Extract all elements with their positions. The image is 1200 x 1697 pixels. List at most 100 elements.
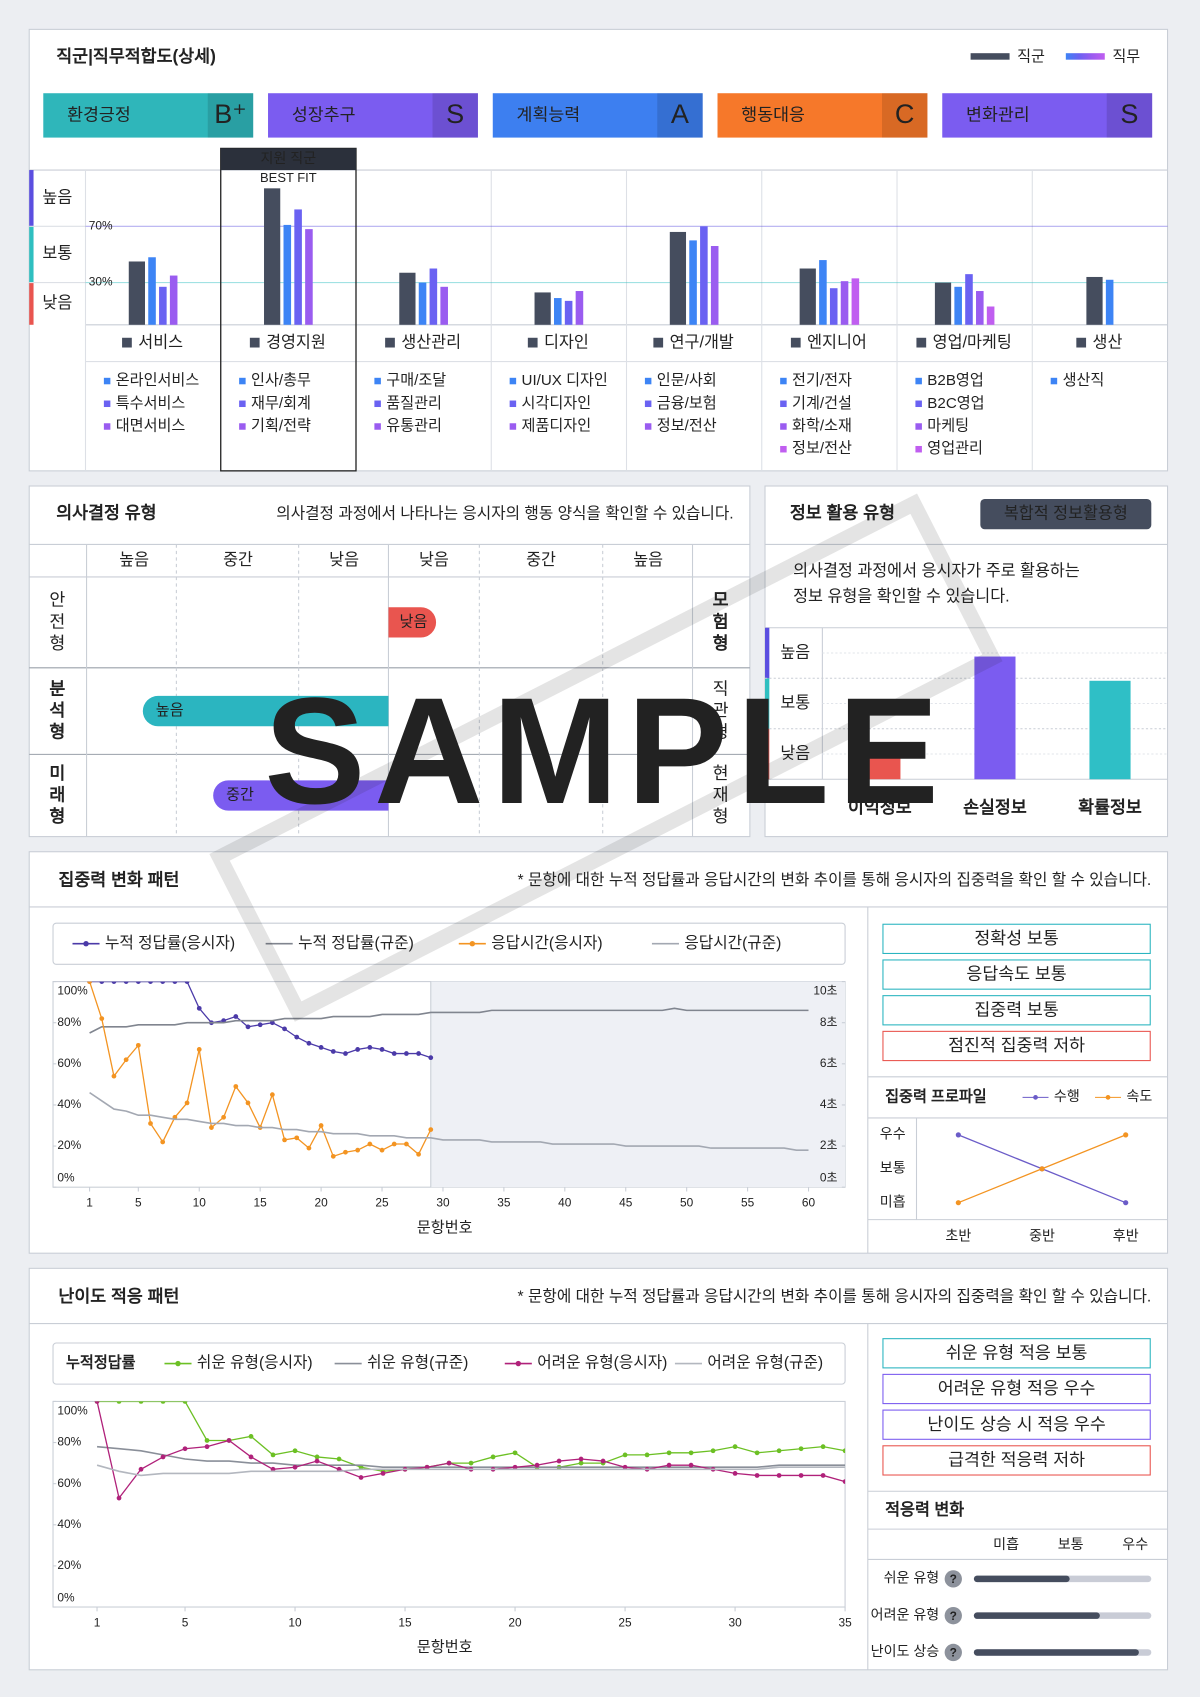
series-dot — [404, 1051, 409, 1056]
legend-dot — [469, 941, 476, 947]
series-dot — [99, 1016, 105, 1021]
job-bullet — [509, 377, 517, 385]
series-dot — [282, 1026, 287, 1032]
series-dot — [330, 1049, 336, 1054]
tag-box — [882, 1373, 1151, 1405]
tag-label: 점진적 집중력 저하 — [948, 1035, 1085, 1055]
series-dot — [600, 1458, 606, 1464]
result-label: 낮음 — [400, 613, 428, 630]
series-dot — [160, 1401, 166, 1404]
x-tick-label: 1 — [86, 1196, 93, 1210]
description-line: 의사결정 과정에서 응시자가 주로 활용하는 — [793, 562, 1080, 580]
job-bullet — [239, 423, 246, 430]
bar — [429, 268, 438, 325]
job-label: 마케팅 — [927, 417, 969, 434]
series-dot — [343, 1149, 348, 1155]
x-tick-label: 30 — [436, 1196, 450, 1210]
legend-label: 속도 — [1126, 1088, 1152, 1104]
legend-label: 응답시간(규준) — [684, 934, 781, 952]
job-bullet — [374, 377, 381, 385]
series-dot — [842, 1479, 846, 1484]
legend-label: 쉬운 유형(응시자) — [197, 1354, 313, 1372]
level-stripe — [29, 226, 34, 283]
legend-label: 수행 — [1054, 1088, 1080, 1104]
column-header: 중간 — [223, 551, 253, 569]
watermark-text: SAMPLE — [264, 667, 947, 836]
series-dot — [314, 1458, 320, 1464]
help-icon-mark: ? — [950, 1609, 957, 1623]
bar — [851, 278, 860, 325]
job-bullet — [239, 400, 246, 408]
x-tick-label: 5 — [135, 1196, 142, 1210]
job-bullet — [1050, 377, 1058, 385]
y2-tick-label: 10초 — [813, 983, 837, 997]
level-label: 보통 — [780, 694, 810, 712]
bar — [564, 300, 573, 325]
series-dot — [123, 1057, 129, 1063]
job-bullet — [103, 400, 111, 408]
section-note: * 문항에 대한 누적 정답률과 응답시간의 변화 추이를 통해 응시자의 집중… — [518, 1288, 1152, 1306]
job-label: 재무/회계 — [251, 395, 311, 412]
series-dot — [138, 1466, 144, 1472]
series-dot — [842, 1448, 846, 1454]
x-tick-label: 60 — [802, 1196, 816, 1210]
y2-tick-label: 4초 — [820, 1097, 838, 1111]
y2-tick-label: 2초 — [820, 1138, 838, 1152]
y-tick-label: 20% — [57, 1138, 81, 1152]
x-tick-label: 15 — [254, 1196, 268, 1210]
series-dot — [468, 1460, 474, 1466]
job-label: 시각디자인 — [522, 395, 592, 412]
series-dot — [269, 1020, 275, 1026]
x-tick-label: 초반 — [945, 1228, 971, 1244]
job-bullet — [780, 445, 787, 453]
category-label: 손실정보 — [963, 797, 1027, 817]
x-axis-label: 문항번호 — [417, 1219, 473, 1236]
series-dot — [404, 1141, 409, 1147]
job-bullet — [644, 400, 652, 408]
series-dot — [184, 1100, 190, 1106]
job-bullet — [780, 423, 787, 430]
grade-value: S — [1120, 99, 1138, 129]
series-dot — [87, 981, 92, 984]
series-dot — [204, 1444, 210, 1450]
help-icon — [944, 1643, 962, 1662]
series-dot — [622, 1452, 628, 1458]
job-label: 전기/전자 — [792, 372, 852, 389]
plot-area — [52, 1400, 846, 1608]
grade-letter-bg — [881, 93, 928, 138]
column-header: 낮음 — [329, 551, 359, 569]
level-label: 미흡 — [880, 1193, 906, 1209]
column-header: 낮음 — [419, 551, 449, 569]
job-label: 대면서비스 — [116, 417, 186, 434]
series-dot — [138, 1401, 144, 1404]
legend-label: 쉬운 유형(규준) — [367, 1354, 468, 1372]
series-dot — [820, 1473, 826, 1478]
bar — [934, 282, 952, 325]
x-tick-label: 35 — [497, 1196, 511, 1210]
bar — [710, 246, 719, 325]
series-dot — [318, 1045, 324, 1050]
series-dot — [490, 1454, 496, 1460]
series-dot — [160, 981, 166, 984]
description-line: 정보 유형을 확인할 수 있습니다. — [793, 588, 1010, 606]
series-dot — [282, 1137, 287, 1143]
y-tick-label: 70% — [89, 218, 113, 232]
job-label: 제품디자인 — [522, 417, 592, 434]
job-bullet — [915, 400, 922, 408]
section-title: 직군|직무적합도(상세) — [56, 46, 216, 66]
job-label: B2C영업 — [927, 395, 984, 412]
series-dot — [534, 1462, 540, 1468]
series-dot — [209, 1125, 214, 1130]
legend-dot — [1105, 1094, 1111, 1100]
series-dot — [257, 1022, 263, 1028]
job-label: 인사/총무 — [251, 372, 311, 389]
job-label: 유통관리 — [386, 417, 442, 434]
tag-label: 정확성 보통 — [974, 928, 1058, 948]
legend-label: 어려운 유형(규준) — [707, 1354, 823, 1372]
job-bullet — [644, 423, 652, 430]
series-dot — [776, 1473, 782, 1478]
series-dot — [428, 1127, 434, 1132]
chart-title: 집중력 프로파일 — [885, 1087, 987, 1105]
highlight-sub: BEST FIT — [260, 170, 317, 185]
